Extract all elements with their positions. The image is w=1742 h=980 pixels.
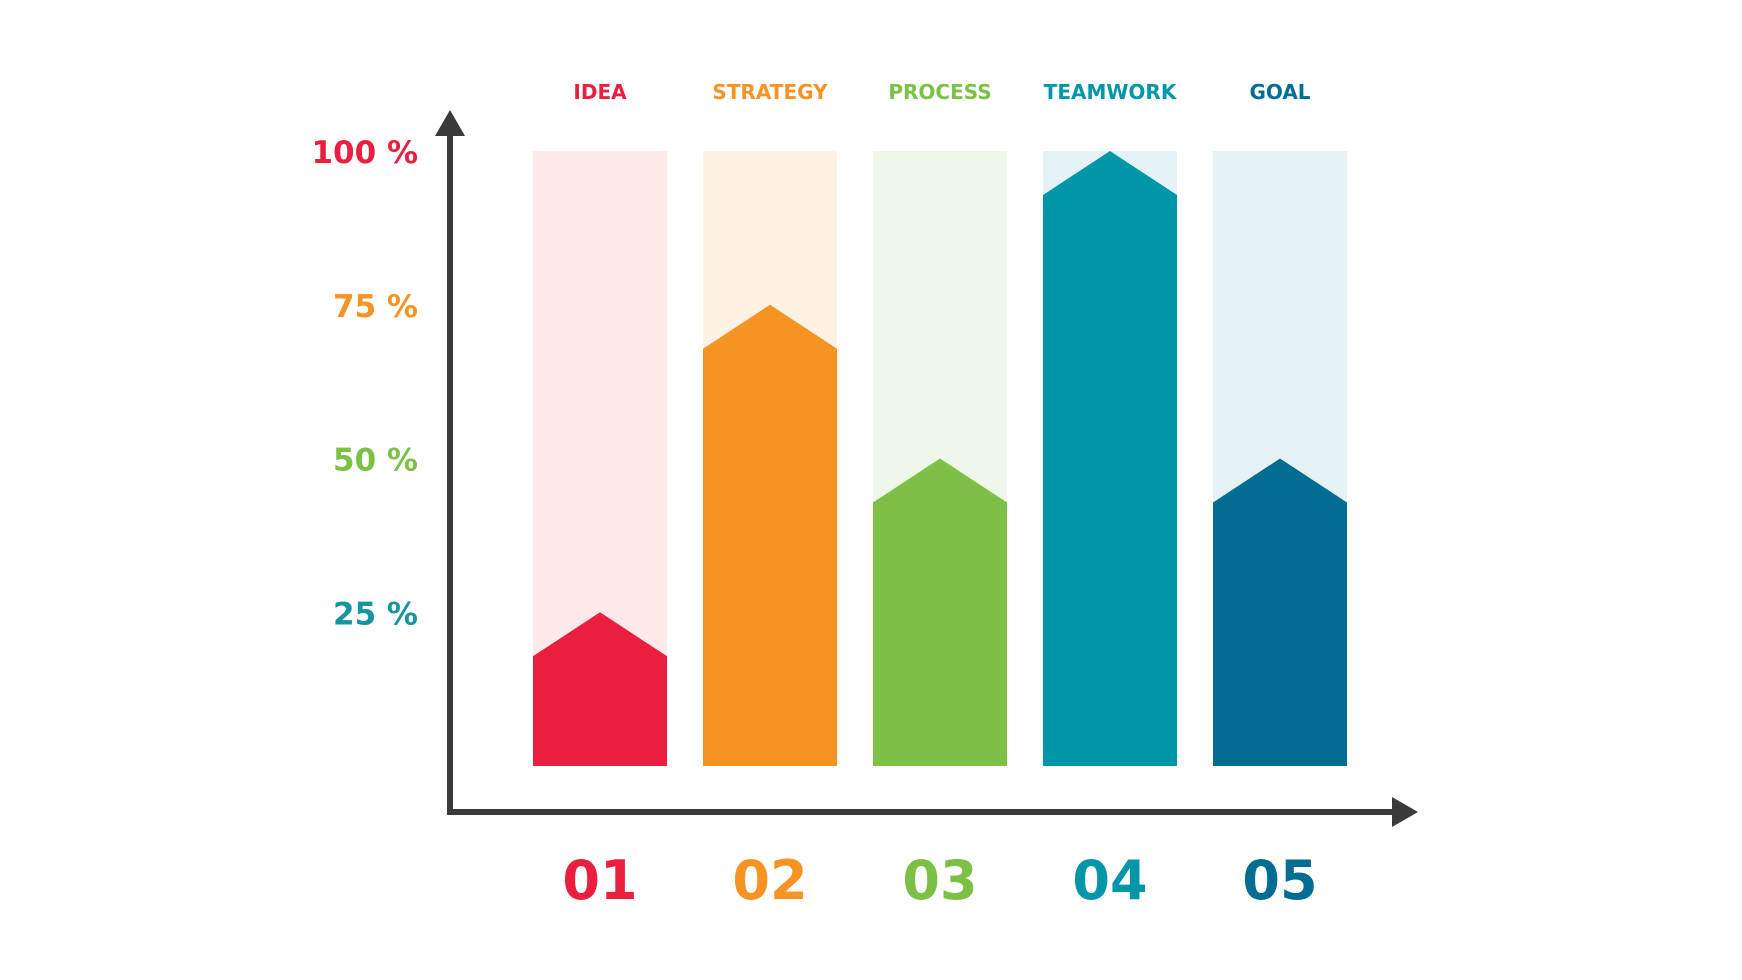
bar-02 (703, 304, 837, 766)
bar-05 (1213, 458, 1347, 766)
axes (435, 110, 1418, 827)
x-tick-label-02: 02 (732, 849, 807, 912)
category-title-1: IDEA (573, 80, 627, 104)
category-title-5: GOAL (1249, 80, 1310, 104)
x-tick-label-04: 04 (1072, 849, 1147, 912)
bars (533, 151, 1347, 766)
category-title-4: TEAMWORK (1044, 80, 1178, 104)
y-tick-label-75: 75 % (333, 289, 418, 325)
y-tick-label-50: 50 % (333, 443, 418, 479)
category-title-2: STRATEGY (712, 80, 828, 104)
y-tick-labels: 25 % 50 % 75 % 100 % (311, 135, 418, 632)
x-tick-label-05: 05 (1242, 849, 1317, 912)
y-tick-label-25: 25 % (333, 596, 418, 632)
bar-03 (873, 458, 1007, 766)
bar-04 (1043, 151, 1177, 766)
y-axis-arrowhead (435, 110, 465, 136)
category-titles: IDEA STRATEGY PROCESS TEAMWORK GOAL (573, 80, 1310, 104)
x-tick-label-01: 01 (562, 849, 637, 912)
bar-01 (533, 612, 667, 766)
category-title-3: PROCESS (888, 80, 991, 104)
x-tick-label-03: 03 (902, 849, 977, 912)
x-tick-labels: 01 02 03 04 05 (562, 849, 1317, 912)
x-axis-arrowhead (1392, 797, 1418, 827)
y-tick-label-100: 100 % (311, 135, 418, 171)
